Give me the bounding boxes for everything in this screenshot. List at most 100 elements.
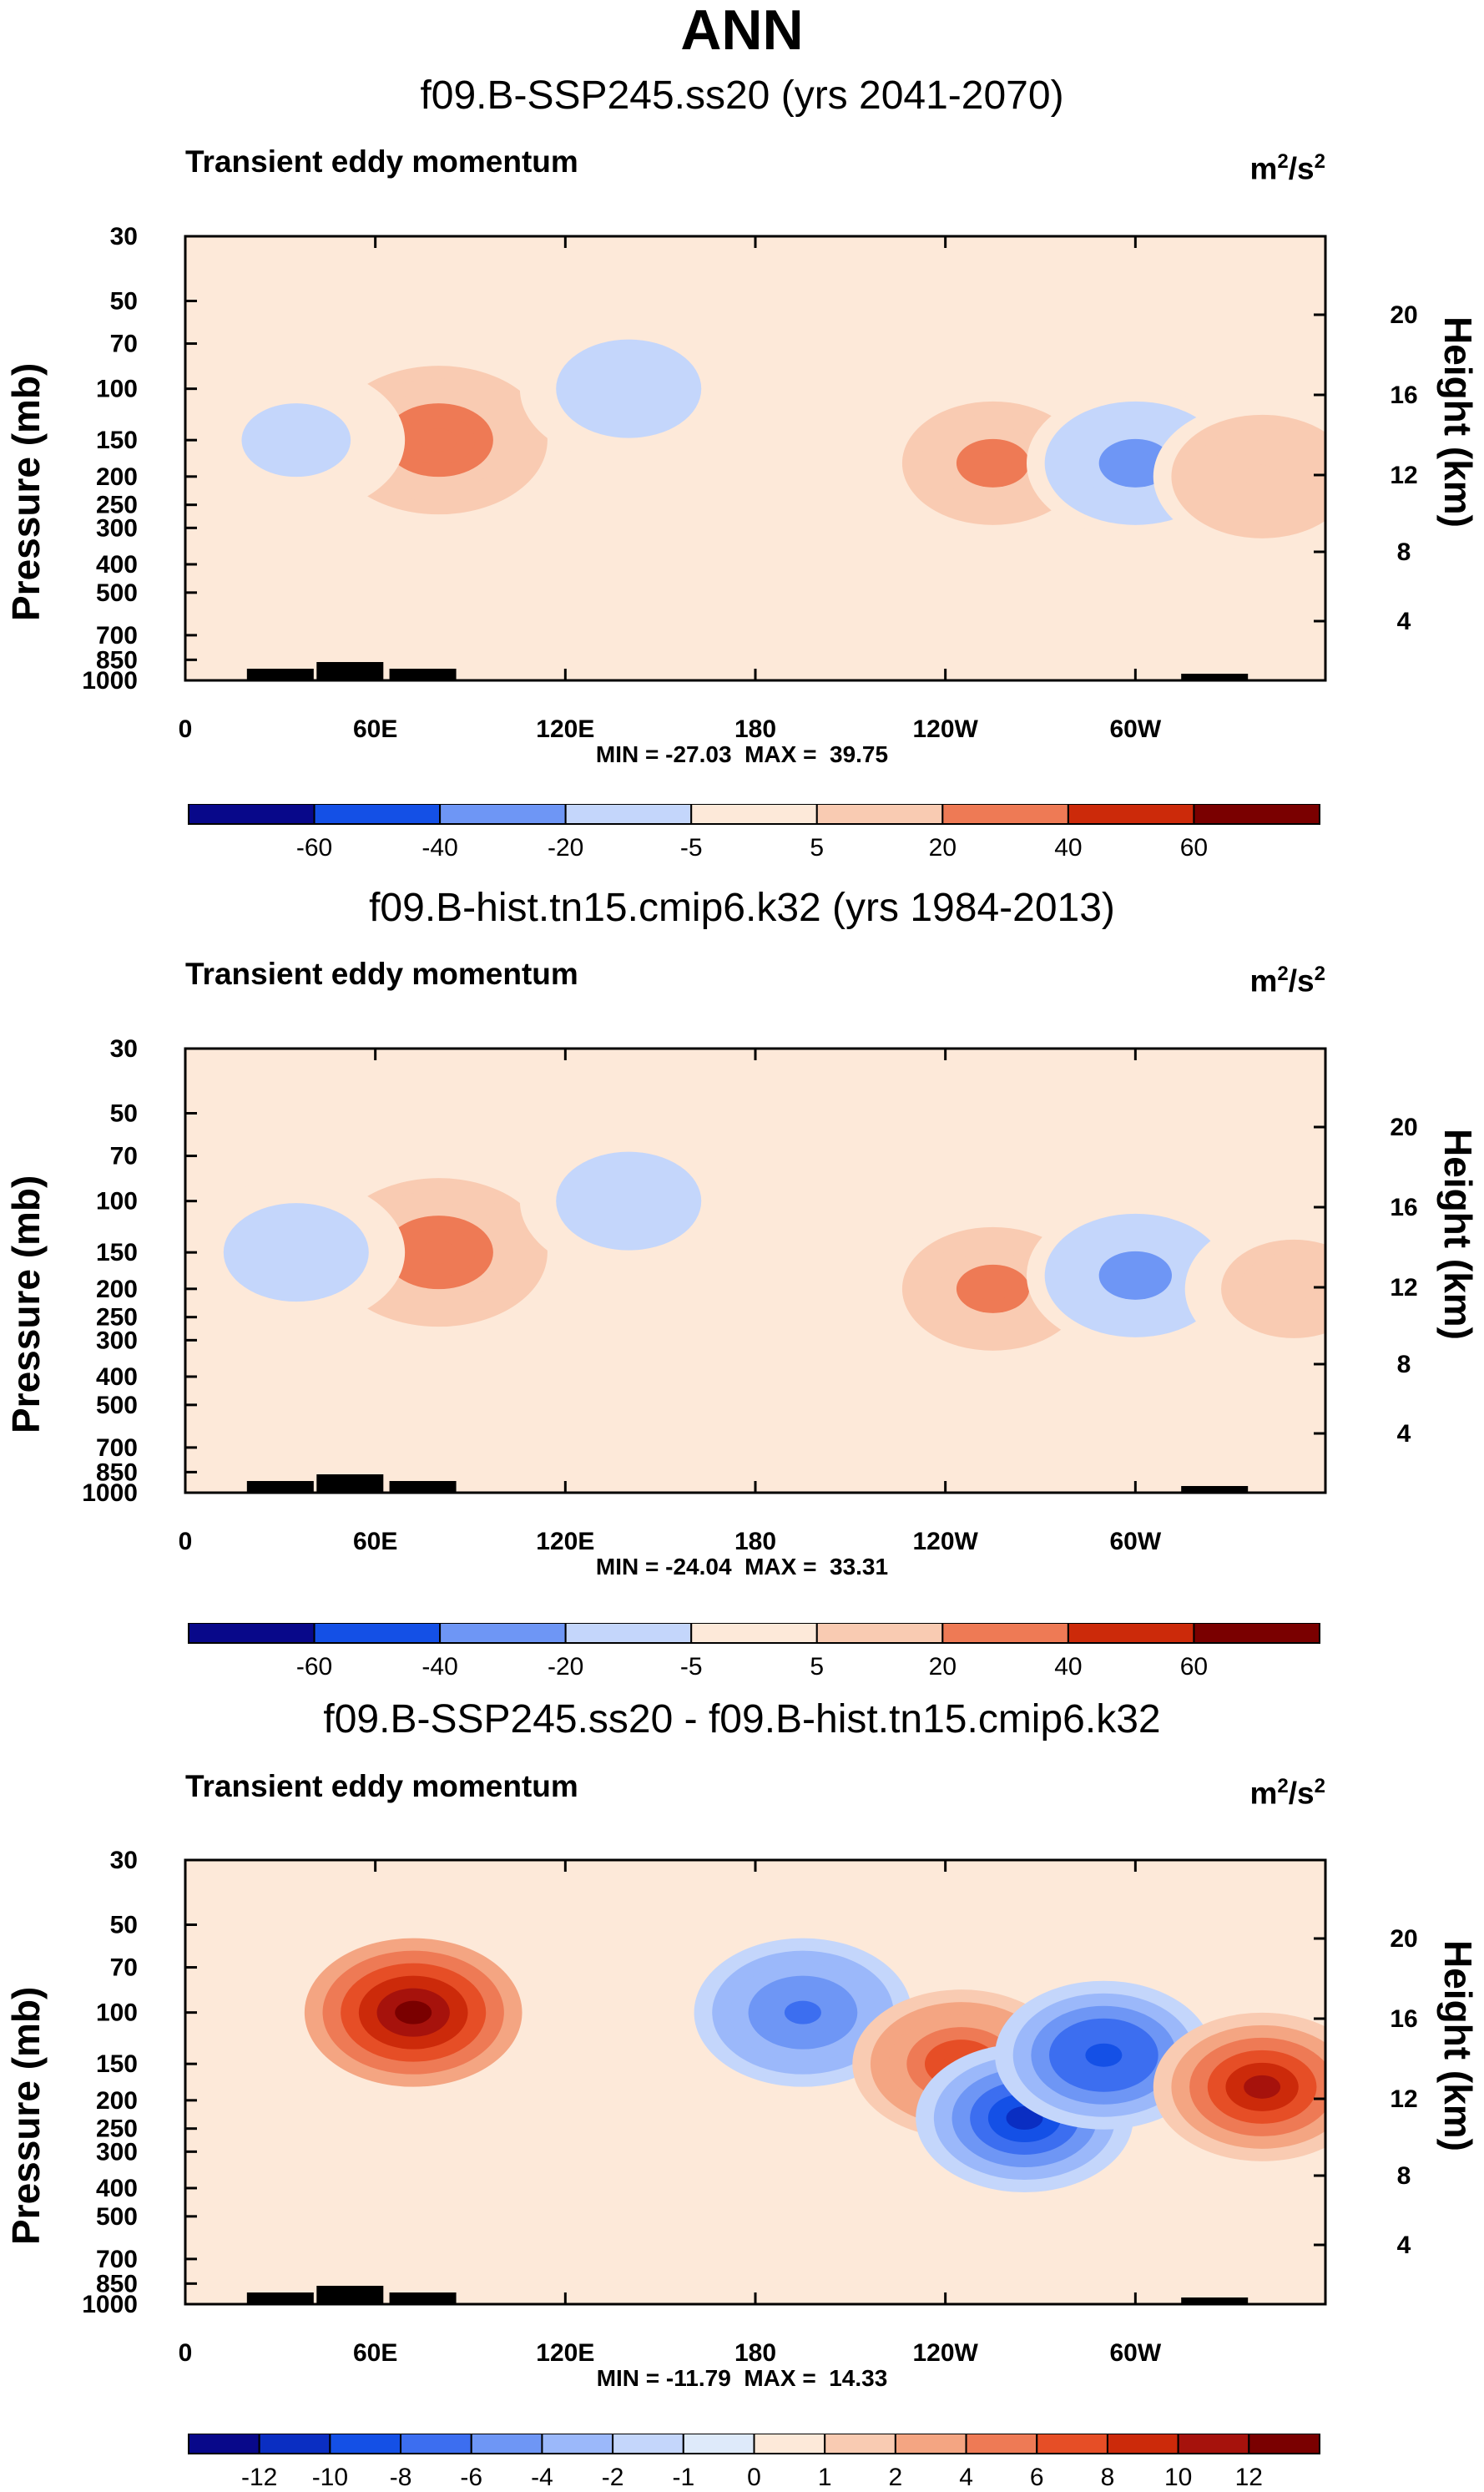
colorbar-swatch (1106, 2434, 1179, 2454)
y-right-tick-label: 16 (1390, 2005, 1417, 2033)
contour-band (420, 428, 457, 452)
colorbar-label: -20 (548, 834, 583, 862)
colorbar-swatch (400, 2434, 472, 2454)
contour-band (974, 451, 1012, 475)
y-tick-label: 50 (110, 1100, 138, 1128)
colorbar-label: 5 (810, 834, 824, 862)
variable-label: Transient eddy momentum (185, 144, 578, 179)
y-tick-label: 400 (96, 551, 138, 579)
x-tick-label: 180 (734, 715, 776, 743)
y-tick-label: 700 (96, 1434, 138, 1462)
y-tick-label: 500 (96, 579, 138, 607)
y-tick-label: 30 (110, 1035, 138, 1063)
contour-band (1117, 1263, 1154, 1287)
y-right-tick-label: 20 (1390, 1925, 1417, 1953)
colorbar-swatch (188, 2434, 260, 2454)
contour-band (277, 428, 315, 452)
colorbar-swatch (824, 2434, 896, 2454)
min-max-label: MIN = -11.79 MAX = 14.33 (596, 2365, 888, 2391)
y-tick-label: 100 (96, 376, 138, 403)
colorbar-label: 8 (1101, 2464, 1115, 2491)
y-tick-label: 200 (96, 2087, 138, 2115)
colorbar-label: -1 (672, 2464, 694, 2491)
terrain-mask (389, 2292, 457, 2304)
colorbar-swatch (439, 1623, 567, 1644)
colorbar-label: -10 (312, 2464, 348, 2491)
contour-band (1244, 2075, 1281, 2099)
colorbar-swatch (1248, 2434, 1320, 2454)
y-tick-label: 150 (96, 2050, 138, 2078)
colorbar-swatch (1193, 804, 1321, 825)
y-tick-label: 700 (96, 2246, 138, 2273)
y-tick-label: 200 (96, 1276, 138, 1303)
figure-title: ANN (680, 0, 804, 62)
colorbar-swatch (690, 1623, 818, 1644)
colorbar-label: -2 (602, 2464, 624, 2491)
colorbar-swatch (1177, 2434, 1250, 2454)
colorbar-swatch (894, 2434, 967, 2454)
x-tick-label: 60W (1109, 715, 1161, 743)
y-tick-label: 70 (110, 331, 138, 358)
terrain-mask (1181, 2297, 1249, 2304)
y-tick-label: 300 (96, 2138, 138, 2166)
colorbar-label: 40 (1054, 1653, 1082, 1681)
y-tick-label: 200 (96, 463, 138, 491)
x-tick-label: 180 (734, 2339, 776, 2367)
y-tick-label: 400 (96, 1363, 138, 1391)
y-tick-label: 1000 (82, 1479, 138, 1507)
contour-band (420, 1241, 457, 1265)
colorbar-label: -4 (531, 2464, 553, 2491)
y-tick-label: 850 (96, 646, 138, 674)
x-tick-label: 0 (179, 2339, 193, 2367)
colorbar-label: 4 (959, 2464, 973, 2491)
x-tick-label: 120W (912, 715, 978, 743)
colorbar-swatch (541, 2434, 614, 2454)
min-max-label: MIN = -27.03 MAX = 39.75 (595, 741, 889, 767)
y-tick-label: 50 (110, 288, 138, 316)
y-right-tick-label: 16 (1390, 1194, 1417, 1221)
y-right-tick-label: 4 (1397, 608, 1411, 635)
terrain-mask (246, 669, 314, 680)
contour-band (610, 377, 648, 401)
colorbar-label: -8 (390, 2464, 412, 2491)
terrain-mask (316, 1474, 384, 1493)
colorbar-label: -12 (241, 2464, 277, 2491)
y-tick-label: 300 (96, 1327, 138, 1354)
x-tick-label: 120E (536, 1528, 594, 1555)
colorbar-swatch (564, 804, 693, 825)
y-tick-label: 70 (110, 1954, 138, 1982)
y-right-tick-label: 8 (1397, 1351, 1411, 1378)
variable-label: Transient eddy momentum (185, 1769, 578, 1803)
y-tick-label: 150 (96, 427, 138, 454)
y-tick-label: 400 (96, 2175, 138, 2202)
contour-band (974, 1276, 1012, 1301)
colorbar-label: -5 (680, 1653, 703, 1681)
units-label: m2/s2 (1249, 963, 1325, 998)
y-tick-label: 300 (96, 514, 138, 542)
x-tick-label: 120E (536, 2339, 594, 2367)
y-right-tick-label: 12 (1390, 1274, 1417, 1302)
y-right-tick-label: 4 (1397, 1420, 1411, 1448)
colorbar-swatch (313, 1623, 442, 1644)
panel-title: f09.B-hist.tn15.cmip6.k32 (yrs 1984-2013… (369, 886, 1115, 930)
y-right-tick-label: 8 (1397, 2162, 1411, 2190)
y-tick-label: 70 (110, 1143, 138, 1170)
y-tick-label: 500 (96, 2203, 138, 2231)
y-right-tick-label: 12 (1390, 462, 1417, 489)
terrain-mask (389, 669, 457, 680)
y-tick-label: 250 (96, 1304, 138, 1332)
variable-label: Transient eddy momentum (185, 957, 578, 991)
colorbar-label: 40 (1054, 834, 1082, 862)
units-label: m2/s2 (1249, 1775, 1325, 1811)
y-tick-label: 150 (96, 1239, 138, 1266)
colorbar-swatch (965, 2434, 1038, 2454)
colorbar-label: -5 (680, 834, 703, 862)
x-tick-label: 120W (912, 1528, 978, 1555)
colorbar-swatch (1193, 1623, 1321, 1644)
y-right-tick-label: 12 (1390, 2085, 1417, 2113)
colorbar-label: 20 (929, 1653, 957, 1681)
colorbar-label: 12 (1235, 2464, 1263, 2491)
colorbar-swatch (690, 804, 818, 825)
